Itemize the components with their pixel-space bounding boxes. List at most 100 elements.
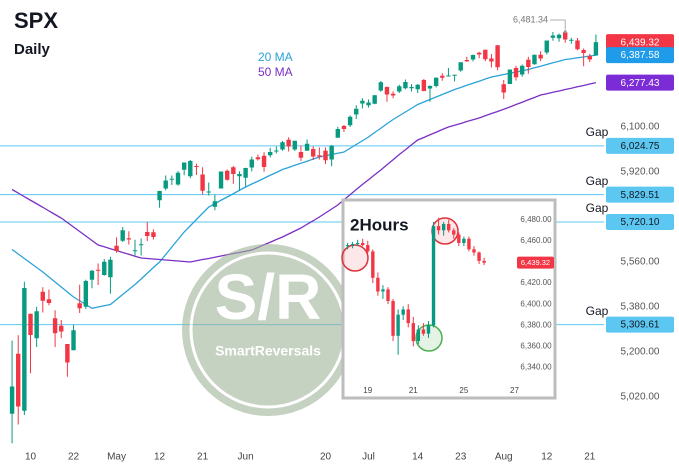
highlight-circle <box>341 244 369 272</box>
gap-tag <box>606 316 674 333</box>
candle-body <box>34 311 39 339</box>
gap-text: Gap <box>586 201 609 215</box>
candle-body <box>292 140 297 150</box>
candle-body <box>457 234 461 243</box>
candle-body <box>575 40 580 50</box>
candle-body <box>361 242 365 246</box>
candle-body <box>538 54 543 59</box>
x-tick-label: Jul <box>362 452 375 463</box>
candle-body <box>249 159 254 168</box>
chart-title: SPX <box>14 8 58 33</box>
candle-body <box>556 34 562 39</box>
candle-body <box>411 323 415 342</box>
gap-tag <box>606 213 674 230</box>
candle-body <box>77 303 82 309</box>
x-tick-label: 20 <box>320 452 332 463</box>
gap-tag <box>606 186 674 203</box>
x-tick-label: 12 <box>154 452 166 463</box>
annotation-marker <box>563 30 567 34</box>
candle-body <box>489 58 494 62</box>
candle-body <box>108 259 113 278</box>
candle-body <box>286 139 291 147</box>
gap-text: Gap <box>586 174 609 188</box>
candle-body <box>366 245 370 252</box>
x-tick-label: May <box>107 452 126 463</box>
gap-tag-label: 6,024.75 <box>621 141 660 152</box>
y-tick-label: 6,380.00 <box>520 320 552 329</box>
candle-body <box>371 251 375 278</box>
candle-body <box>452 74 457 76</box>
price-tag-label: 6,387.58 <box>621 50 660 61</box>
candle-body <box>431 226 436 326</box>
candle-body <box>462 238 466 243</box>
candle-body <box>526 59 531 67</box>
watermark-mark: S/R <box>215 261 322 333</box>
candle-body <box>255 157 261 160</box>
gap-text: Gap <box>586 304 609 318</box>
candle-body <box>102 261 107 275</box>
candle-body <box>452 230 456 235</box>
candle-body <box>587 56 592 60</box>
candle-body <box>366 102 371 106</box>
candle-body <box>409 87 414 89</box>
candle-body <box>482 260 486 263</box>
watermark: S/R SmartReversals <box>182 244 354 416</box>
y-tick-label: 6,480.00 <box>520 215 552 224</box>
y-tick-label: 5,380.00 <box>621 302 660 313</box>
candle-body <box>65 344 70 363</box>
candle-body <box>157 191 162 201</box>
candle-body <box>467 238 471 250</box>
candle-body <box>401 309 405 315</box>
candle-body <box>71 330 76 351</box>
candle-body <box>114 245 119 251</box>
candle-body <box>550 35 556 38</box>
candle-body <box>403 82 408 89</box>
y-tick-label: 5,920.00 <box>621 167 660 178</box>
candle-body <box>427 86 433 89</box>
x-tick-label: 21 <box>197 452 209 463</box>
y-tick-label: 5,560.00 <box>621 257 660 268</box>
candle-body <box>145 232 150 236</box>
candle-body <box>59 325 64 332</box>
candle-body <box>519 65 525 75</box>
candle-body <box>513 68 519 78</box>
price-tag <box>606 47 674 64</box>
candle-body <box>126 238 132 240</box>
x-tick-label: 27 <box>510 386 519 395</box>
candle-body <box>224 170 230 180</box>
candle-body <box>9 386 15 414</box>
price-tag-label: 6,439.32 <box>621 37 660 48</box>
gap-tag-label: 5,720.10 <box>621 217 660 228</box>
y-tick-label: 6,100.00 <box>621 122 660 133</box>
candle-body <box>384 87 390 95</box>
candle-body <box>544 40 549 53</box>
candle-body <box>304 143 310 151</box>
candle-body <box>426 325 431 334</box>
candle-body <box>562 32 568 40</box>
candle-body <box>464 60 470 62</box>
x-tick-label: 21 <box>584 452 596 463</box>
candle-body <box>347 116 353 126</box>
candle-body <box>416 329 421 342</box>
candle-body <box>181 162 187 170</box>
y-tick-label: 6,400.00 <box>520 299 552 308</box>
candle-body <box>446 75 451 77</box>
y-tick-label: 5,020.00 <box>621 392 660 403</box>
candle-body <box>441 223 446 231</box>
candle-body <box>206 191 211 193</box>
candle-body <box>298 152 304 158</box>
candle-body <box>83 281 89 307</box>
chart-subtitle: Daily <box>14 41 51 58</box>
x-tick-label: 21 <box>409 386 418 395</box>
candle-body <box>280 142 285 150</box>
candle-body <box>89 270 95 280</box>
candle-body <box>421 329 426 334</box>
candle-body <box>396 314 400 336</box>
candle-body <box>433 77 439 86</box>
candle-body <box>138 244 144 246</box>
candle-body <box>495 45 500 68</box>
candle-body <box>532 54 537 65</box>
candle-body <box>151 232 156 237</box>
x-tick-label: 23 <box>455 452 467 463</box>
candle-body <box>95 269 101 271</box>
